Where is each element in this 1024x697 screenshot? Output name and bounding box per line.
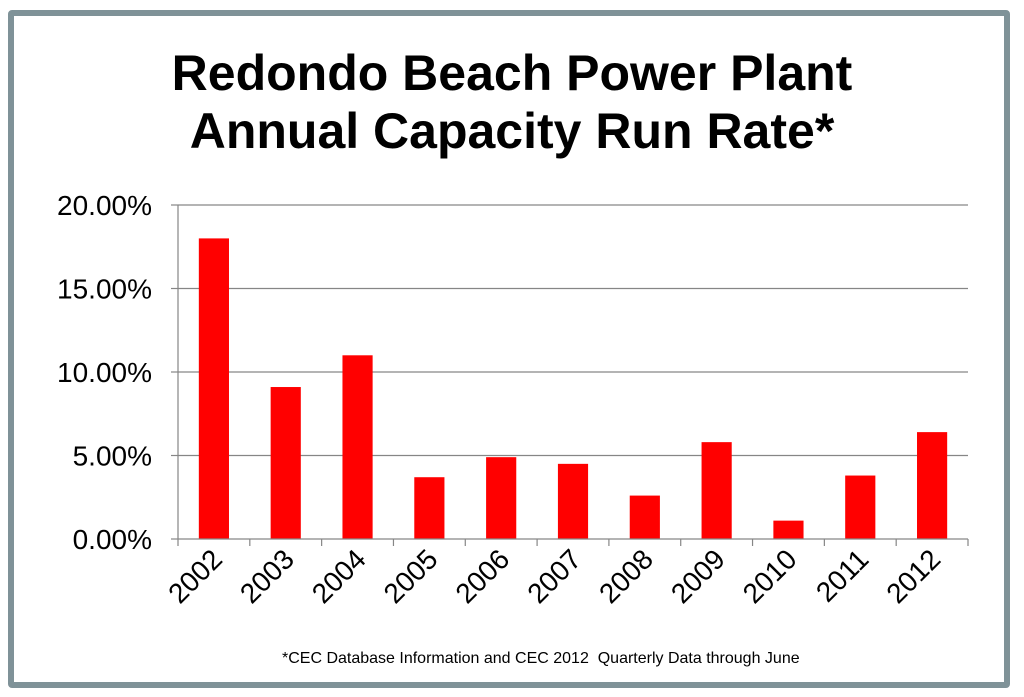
x-tick-label: 2010 — [737, 543, 803, 609]
bar-2009 — [701, 442, 732, 539]
bar-2005 — [414, 477, 445, 539]
bar-2007 — [557, 463, 589, 539]
y-tick-label: 5.00% — [73, 441, 152, 472]
bar-2004 — [342, 355, 373, 539]
x-tick-label: 2003 — [234, 543, 300, 609]
y-tick-label: 20.00% — [57, 190, 152, 221]
bar-2006 — [486, 457, 517, 539]
chart-title: Redondo Beach Power Plant Annual Capacit… — [0, 44, 1024, 160]
y-axis: 0.00% 5.00% 10.00% 15.00% 20.00% — [57, 190, 179, 555]
x-tick-label: 2002 — [162, 543, 228, 609]
y-tick-label: 0.00% — [73, 524, 152, 555]
x-tick-label: 2007 — [521, 543, 587, 609]
x-tick-label: 2004 — [306, 543, 372, 609]
x-tick-label: 2008 — [593, 543, 659, 609]
bar-2008 — [629, 495, 660, 539]
x-axis: 2002 2003 2004 2005 2006 2007 2008 2009 2010 2011… — [162, 538, 969, 609]
y-tick-label: 15.00% — [57, 274, 152, 305]
x-tick-label: 2012 — [880, 543, 946, 609]
chart-title-line-1: Redondo Beach Power Plant — [171, 45, 853, 101]
x-tick-label: 2011 — [810, 543, 875, 608]
bar-2002 — [198, 238, 229, 539]
x-tick-label: 2006 — [449, 543, 515, 609]
bar-2010 — [773, 520, 804, 539]
footnote: *CEC Database Information and CEC 2012 Q… — [282, 650, 800, 667]
chart-frame — [8, 10, 1010, 688]
bar-2003 — [270, 387, 301, 539]
x-tick-label: 2005 — [378, 543, 444, 609]
x-tick-label: 2009 — [665, 543, 731, 609]
bar-2011 — [845, 475, 876, 539]
y-tick-label: 10.00% — [57, 357, 152, 388]
bar-2012 — [917, 432, 948, 539]
chart-title-line-2: Annual Capacity Run Rate* — [189, 103, 835, 159]
gridlines — [178, 204, 968, 457]
bars — [198, 238, 948, 539]
